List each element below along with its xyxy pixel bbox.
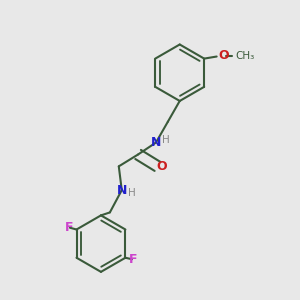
Text: F: F xyxy=(65,220,73,234)
Text: H: H xyxy=(163,135,170,145)
Text: H: H xyxy=(128,188,136,198)
Text: CH₃: CH₃ xyxy=(236,51,255,61)
Text: N: N xyxy=(151,136,161,149)
Text: O: O xyxy=(157,160,167,173)
Text: O: O xyxy=(218,49,229,62)
Text: N: N xyxy=(117,184,127,196)
Text: F: F xyxy=(129,253,137,266)
